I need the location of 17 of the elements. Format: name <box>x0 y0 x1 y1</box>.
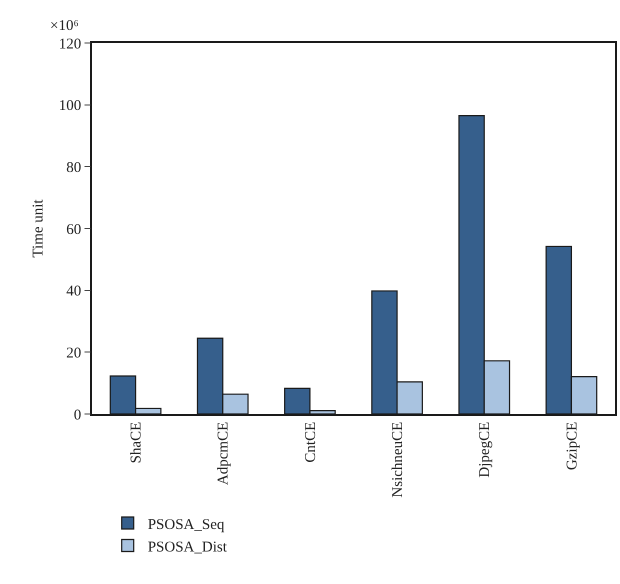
x-tick-label: ShaCE <box>128 422 144 464</box>
y-axis-title: Time unit <box>30 198 46 258</box>
x-tick-label: AdpcmCE <box>216 422 232 486</box>
x-tick-label: CntCE <box>302 422 319 463</box>
x-tick-label: NsichneuCE <box>390 422 406 498</box>
y-tick-label: 20 <box>66 345 82 362</box>
x-tick-label: DjpegCE <box>477 422 494 478</box>
y-tick-label: 40 <box>66 284 82 300</box>
y-tick-label: 120 <box>58 36 82 52</box>
y-tick-label: 0 <box>74 407 82 424</box>
legend-label: PSOSA_Dist <box>148 539 228 556</box>
legend-label: PSOSA_Seq <box>148 516 225 533</box>
y-tick-label: 80 <box>66 160 82 176</box>
text: ×10⁶ <box>50 18 79 34</box>
y-tick-label: 100 <box>58 98 82 114</box>
y-tick-label: 60 <box>66 222 82 238</box>
x-tick-label: GzipCE <box>564 422 580 470</box>
